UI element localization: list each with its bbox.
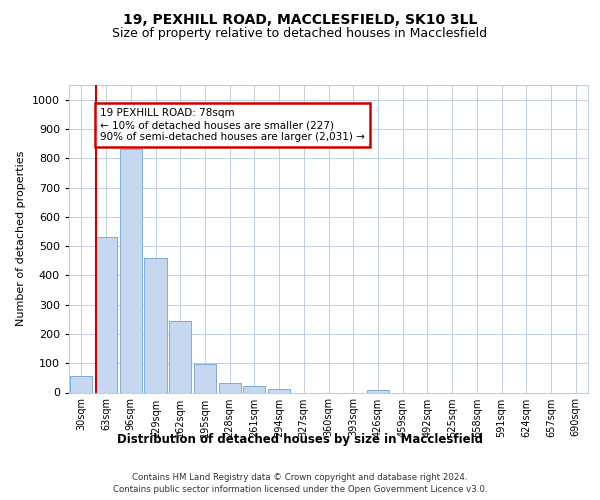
Bar xyxy=(119,150,142,392)
Bar xyxy=(243,386,265,392)
Bar xyxy=(268,390,290,392)
Text: Size of property relative to detached houses in Macclesfield: Size of property relative to detached ho… xyxy=(112,28,488,40)
Bar xyxy=(169,321,191,392)
Bar xyxy=(218,382,241,392)
Bar xyxy=(95,238,117,392)
Text: Contains public sector information licensed under the Open Government Licence v3: Contains public sector information licen… xyxy=(113,485,487,494)
Bar xyxy=(367,390,389,392)
Bar xyxy=(70,376,92,392)
Bar xyxy=(194,364,216,392)
Text: Contains HM Land Registry data © Crown copyright and database right 2024.: Contains HM Land Registry data © Crown c… xyxy=(132,472,468,482)
Bar xyxy=(145,258,167,392)
Y-axis label: Number of detached properties: Number of detached properties xyxy=(16,151,26,326)
Text: 19 PEXHILL ROAD: 78sqm
← 10% of detached houses are smaller (227)
90% of semi-de: 19 PEXHILL ROAD: 78sqm ← 10% of detached… xyxy=(100,108,365,142)
Text: Distribution of detached houses by size in Macclesfield: Distribution of detached houses by size … xyxy=(117,432,483,446)
Text: 19, PEXHILL ROAD, MACCLESFIELD, SK10 3LL: 19, PEXHILL ROAD, MACCLESFIELD, SK10 3LL xyxy=(123,12,477,26)
